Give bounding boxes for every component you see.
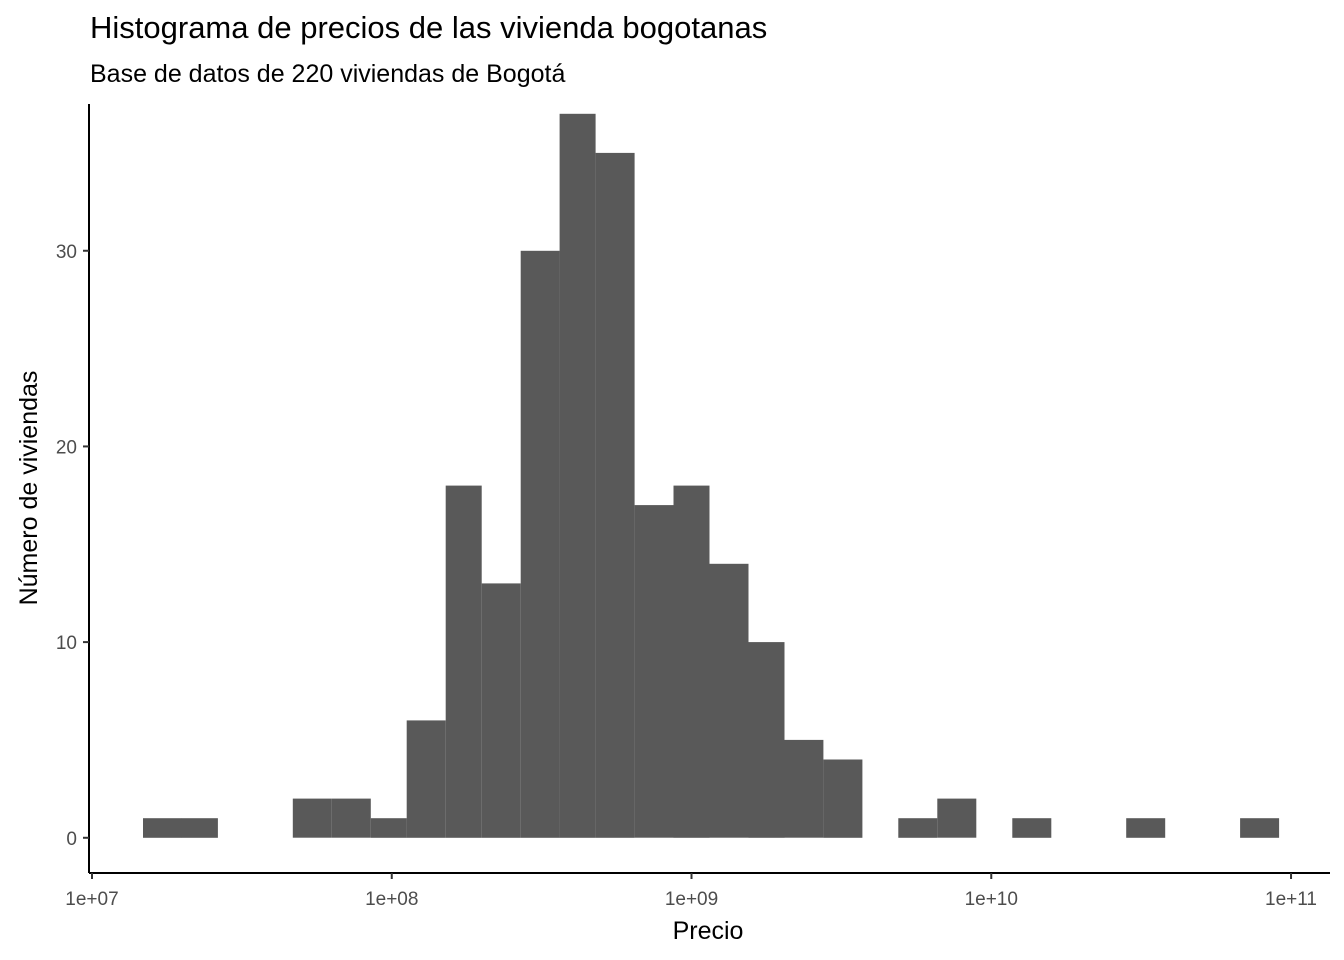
x-ticks: 1e+07 1e+08 1e+09 1e+10 1e+11 [65, 873, 1317, 910]
x-tick-label: 1e+09 [665, 889, 718, 910]
x-axis-title: Precio [673, 917, 744, 945]
histogram-bar-5 [370, 818, 407, 838]
x-tick-label: 1e+08 [365, 889, 418, 910]
histogram-bar-22 [1240, 818, 1280, 838]
y-tick-label: 20 [56, 437, 77, 458]
histogram-bar-3 [292, 798, 332, 838]
histogram-bar-17 [823, 759, 863, 838]
chart-subtitle: Base de datos de 220 viviendas de Bogotá [90, 60, 566, 88]
bars-group [143, 113, 1280, 838]
histogram-bar-6 [406, 720, 446, 838]
y-tick-label: 30 [56, 242, 77, 263]
histogram-bar-13 [673, 485, 710, 838]
histogram-bar-11 [595, 152, 635, 838]
histogram-bar-18 [898, 818, 938, 838]
y-tick-label: 10 [56, 633, 77, 654]
histogram-bar-8 [481, 583, 521, 838]
x-tick-label: 1e+11 [1265, 889, 1317, 910]
histogram-bar-20 [1012, 818, 1052, 838]
histogram-bar-19 [937, 798, 977, 838]
histogram-bar-15 [748, 642, 785, 838]
histogram-bar-4 [331, 798, 371, 838]
histogram-bar-9 [520, 250, 560, 838]
histogram-bar-2 [181, 818, 218, 838]
chart-title: Histograma de precios de las vivienda bo… [90, 10, 768, 45]
histogram-bar-12 [634, 505, 674, 838]
histogram-bar-14 [709, 563, 749, 838]
histogram-bar-1 [143, 818, 182, 838]
histogram-bar-10 [559, 113, 596, 838]
y-ticks: 0 10 20 30 [56, 242, 89, 850]
y-tick-label: 0 [66, 829, 77, 850]
histogram-bar-7 [445, 485, 482, 838]
histogram-bar-21 [1126, 818, 1166, 838]
y-axis-title: Número de viviendas [15, 371, 43, 606]
x-tick-label: 1e+07 [65, 889, 118, 910]
x-tick-label: 1e+10 [965, 889, 1018, 910]
histogram-bar-16 [784, 739, 824, 838]
